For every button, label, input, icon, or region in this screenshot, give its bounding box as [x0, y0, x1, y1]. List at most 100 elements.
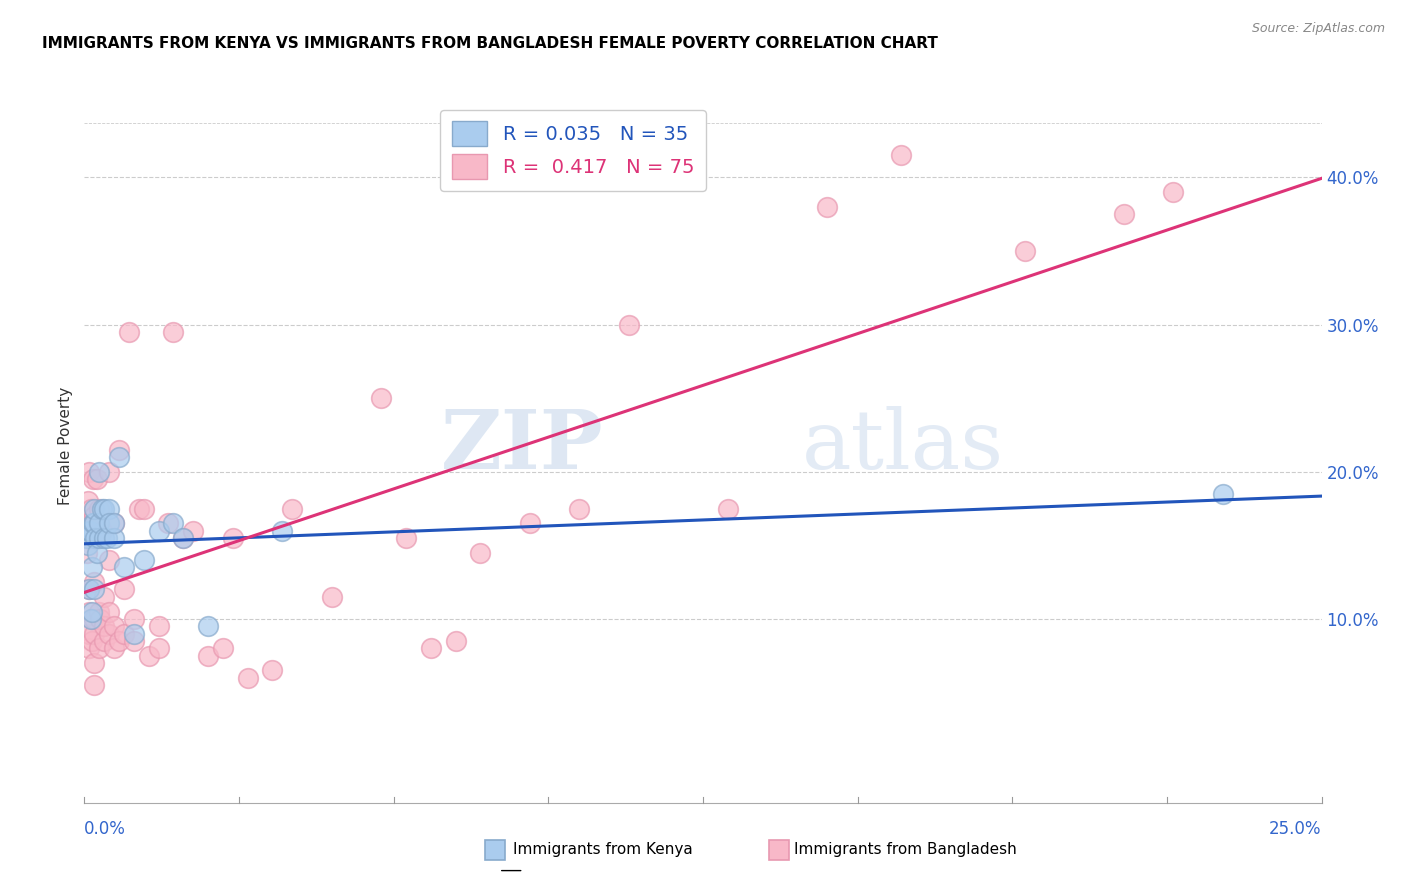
Point [108, 442, 131, 457]
Point [80, 612, 103, 626]
Point [79, 516, 101, 531]
Point [370, 391, 392, 405]
Point [118, 325, 141, 339]
Point [1014, 244, 1036, 258]
Point [79, 582, 101, 597]
Text: ZIP: ZIP [441, 406, 605, 486]
Text: Immigrants from Bangladesh: Immigrants from Bangladesh [794, 842, 1017, 856]
Point [157, 516, 180, 531]
Point [1112, 207, 1135, 221]
Point [132, 553, 155, 567]
Text: 25.0%: 25.0% [1270, 821, 1322, 838]
Point [82, 516, 104, 531]
Point [83, 678, 105, 692]
Point [75, 531, 97, 545]
Point [80, 560, 103, 574]
Point [122, 634, 145, 648]
Point [93, 634, 115, 648]
Point [83, 501, 105, 516]
Point [98, 465, 121, 479]
Point [236, 671, 259, 685]
Point [80, 501, 103, 516]
Point [281, 501, 304, 516]
Point [79, 524, 101, 538]
Point [89, 516, 111, 531]
Point [470, 546, 492, 560]
Point [76, 494, 98, 508]
Point [128, 501, 150, 516]
Point [103, 641, 125, 656]
Point [89, 531, 111, 545]
Point [79, 582, 101, 597]
Point [93, 531, 115, 545]
Point [197, 648, 219, 663]
Point [98, 626, 121, 640]
Point [83, 575, 105, 590]
Point [83, 656, 105, 670]
Point [89, 605, 111, 619]
Point [86, 472, 108, 486]
Point [172, 531, 194, 545]
Text: 0.0%: 0.0% [84, 821, 127, 838]
Point [79, 641, 101, 656]
Point [93, 590, 115, 604]
Point [93, 501, 115, 516]
Point [83, 582, 105, 597]
Point [103, 531, 125, 545]
Point [262, 664, 284, 678]
Point [98, 501, 121, 516]
Point [148, 641, 170, 656]
Point [103, 619, 125, 633]
Point [84, 531, 107, 545]
Point [80, 634, 103, 648]
Point [83, 508, 105, 523]
Point [82, 472, 104, 486]
Point [76, 546, 98, 560]
Point [76, 531, 98, 545]
Point [90, 524, 112, 538]
Point [148, 619, 170, 633]
Text: atlas: atlas [801, 406, 1004, 486]
Point [89, 612, 111, 626]
Point [108, 450, 131, 464]
Point [83, 626, 105, 640]
Point [138, 648, 160, 663]
Point [212, 641, 235, 656]
Point [98, 516, 121, 531]
Point [181, 524, 204, 538]
Point [444, 634, 467, 648]
Text: Immigrants from Kenya: Immigrants from Kenya [513, 842, 693, 856]
Point [815, 200, 838, 214]
Point [108, 634, 131, 648]
Point [98, 553, 121, 567]
Point [86, 546, 108, 560]
Point [271, 524, 294, 538]
Point [148, 524, 170, 538]
Point [79, 465, 101, 479]
Point [90, 501, 112, 516]
Point [162, 516, 184, 531]
Point [717, 501, 740, 516]
Text: Source: ZipAtlas.com: Source: ZipAtlas.com [1251, 22, 1385, 36]
Point [89, 641, 111, 656]
Point [112, 582, 135, 597]
Point [1161, 185, 1184, 199]
Legend: R = 0.035   N = 35, R =  0.417   N = 75: R = 0.035 N = 35, R = 0.417 N = 75 [440, 110, 706, 191]
Point [79, 524, 101, 538]
Point [89, 465, 111, 479]
Y-axis label: Female Poverty: Female Poverty [58, 387, 73, 505]
Point [395, 531, 418, 545]
Point [96, 531, 118, 545]
Point [89, 501, 111, 516]
Point [172, 531, 194, 545]
Point [419, 641, 441, 656]
Point [77, 538, 100, 552]
Point [79, 605, 101, 619]
Point [1212, 487, 1234, 501]
Point [162, 325, 184, 339]
Point [103, 516, 125, 531]
Point [321, 590, 343, 604]
Point [77, 516, 100, 531]
Point [80, 612, 103, 626]
Point [112, 626, 135, 640]
